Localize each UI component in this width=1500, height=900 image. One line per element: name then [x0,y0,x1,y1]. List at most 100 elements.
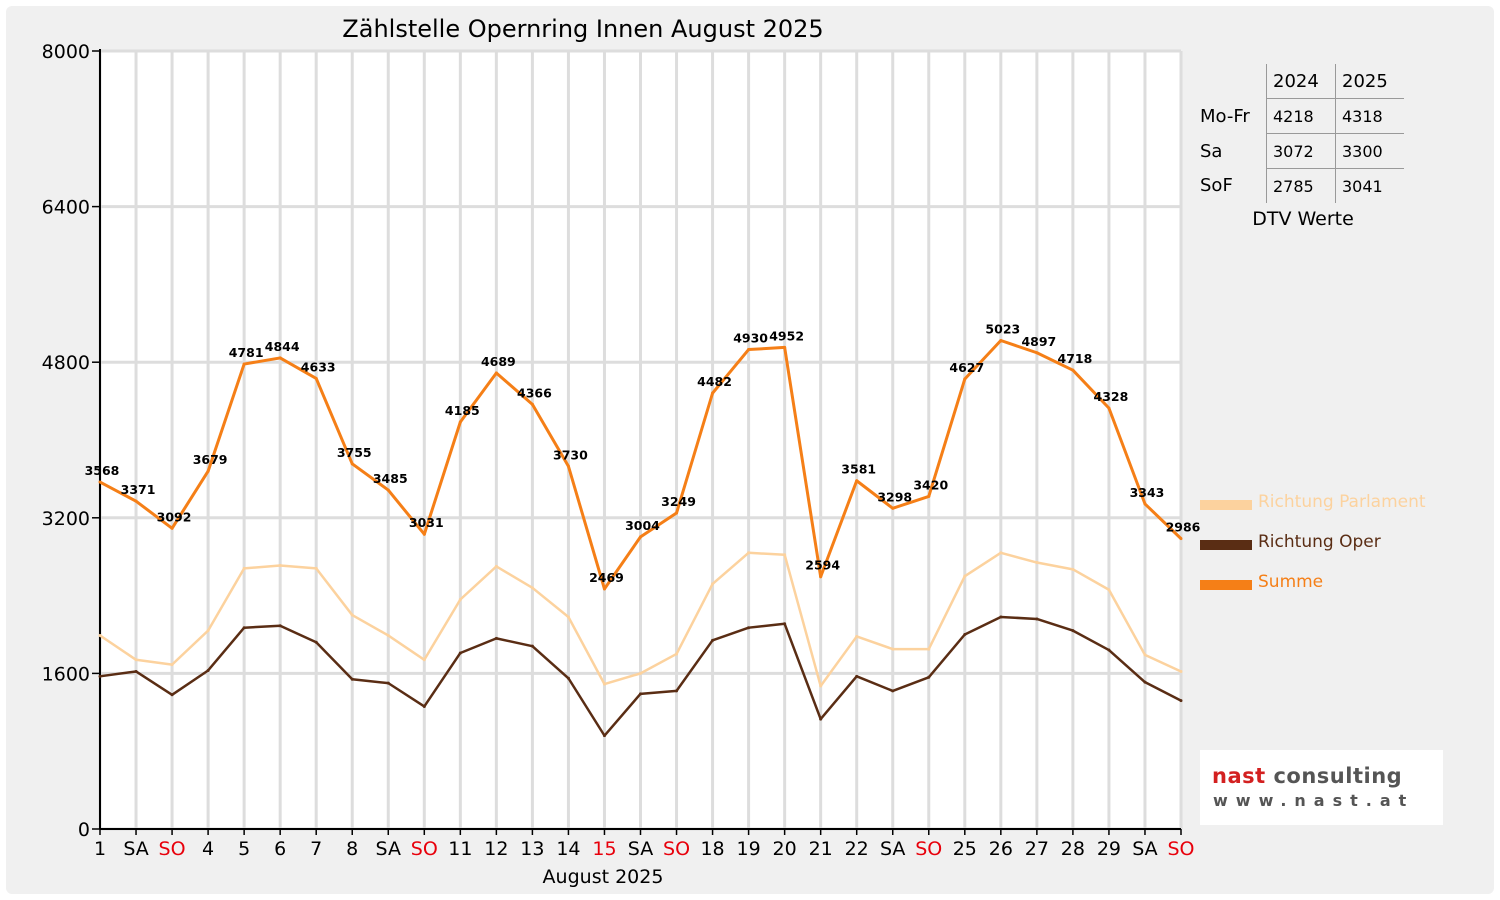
series-point-3 [747,348,751,352]
series-point-2 [1071,629,1075,633]
data-label: 3568 [85,463,120,478]
x-tick-label: 28 [1061,838,1085,860]
x-tick-label: 22 [845,838,869,860]
series-point-3 [1179,537,1183,541]
dtv-year-2024: 2024 [1266,64,1336,99]
data-label: 3581 [841,462,876,477]
series-point-2 [530,644,534,648]
series-point-2 [675,689,679,693]
legend-label: Richtung Parlament [1258,492,1426,512]
dtv-header-row: 2024 2025 [1198,64,1404,99]
series-point-2 [458,651,462,655]
data-label: 5023 [985,322,1020,337]
data-label: 3092 [157,509,192,524]
series-point-1 [170,663,174,667]
series-point-3 [98,480,102,484]
series-point-3 [999,339,1003,343]
series-point-1 [999,551,1003,555]
series-point-2 [963,633,967,636]
x-tick-label: 20 [773,838,797,860]
y-tick-label: 0 [78,819,90,841]
series-point-2 [711,638,715,642]
data-label: 4627 [949,360,984,375]
x-tick-label: 19 [737,838,761,860]
logo-name-part2: consulting [1273,764,1403,788]
data-label: 3420 [913,477,948,492]
legend-swatch [1200,540,1252,550]
series-point-1 [1071,567,1075,571]
x-tick-label: SO [915,838,942,860]
series-point-2 [639,692,642,696]
dtv-row-mofr: Mo-Fr 4218 4318 [1198,98,1404,134]
data-label: 4689 [481,354,516,369]
y-tick-label: 4800 [42,352,90,374]
series-point-2 [927,675,931,679]
series-point-3 [1071,368,1075,372]
x-tick-label: 15 [592,838,616,860]
series-point-3 [675,511,679,515]
x-tick-label: 21 [809,838,833,860]
series-point-1 [711,582,715,586]
x-tick-label: 13 [520,838,544,860]
series-point-3 [819,575,823,579]
dtv-row-label: Mo-Fr [1200,105,1250,127]
x-tick-label: 18 [700,838,724,860]
x-tick-label: SA [123,838,148,860]
x-tick-label: 27 [1025,838,1049,860]
series-point-1 [819,684,823,688]
series-point-2 [206,668,210,672]
series-point-1 [639,671,642,675]
dtv-corner-cell [1198,64,1267,99]
series-point-2 [602,734,606,738]
series-point-3 [278,356,282,360]
dtv-row-sof: SoF 2785 3041 [1198,168,1404,203]
series-point-3 [530,402,534,406]
series-point-3 [422,532,426,536]
series-point-2 [494,636,498,640]
x-tick-label: 14 [556,838,580,860]
x-tick-label: SO [159,838,186,860]
y-tick-label: 3200 [42,508,90,530]
data-label: 4844 [265,339,300,354]
data-label: 4718 [1058,351,1093,366]
x-tick-label: 8 [346,838,358,860]
series-point-1 [1179,669,1183,673]
series-point-1 [602,682,606,686]
series-point-3 [134,499,138,503]
x-tick-label: SA [880,838,905,860]
dtv-value: 3300 [1335,133,1404,169]
x-tick-label: SA [628,838,653,860]
series-point-2 [999,615,1003,619]
data-label: 3371 [121,482,156,497]
data-label: 3679 [193,452,228,467]
series-point-3 [350,462,354,466]
data-label: 3031 [409,515,444,530]
series-point-1 [98,633,102,637]
data-label: 3004 [625,518,660,533]
series-point-3 [386,488,390,492]
data-label: 4633 [301,359,336,374]
series-point-1 [422,658,426,662]
series-point-3 [602,587,606,591]
series-point-2 [278,624,282,628]
series-point-1 [566,615,570,619]
x-tick-label: 4 [202,838,214,860]
dtv-value: 3041 [1335,168,1404,203]
series-point-1 [206,629,210,633]
legend-swatch [1200,580,1252,590]
series-point-3 [242,362,246,366]
series-point-3 [206,469,210,473]
data-label: 4328 [1094,389,1129,404]
dtv-table: 2024 2025 Mo-Fr 4218 4318 Sa 3072 3300 S… [1198,64,1412,203]
series-point-3 [783,345,787,349]
series-point-1 [278,563,282,567]
series-point-1 [675,652,679,656]
data-label: 4897 [1021,334,1056,349]
series-point-3 [1107,406,1111,410]
x-tick-label: 25 [953,838,977,860]
dtv-caption: DTV Werte [1252,208,1354,230]
x-tick-label: SO [1167,838,1194,860]
data-label: 4185 [445,403,480,418]
series-point-2 [891,689,895,693]
